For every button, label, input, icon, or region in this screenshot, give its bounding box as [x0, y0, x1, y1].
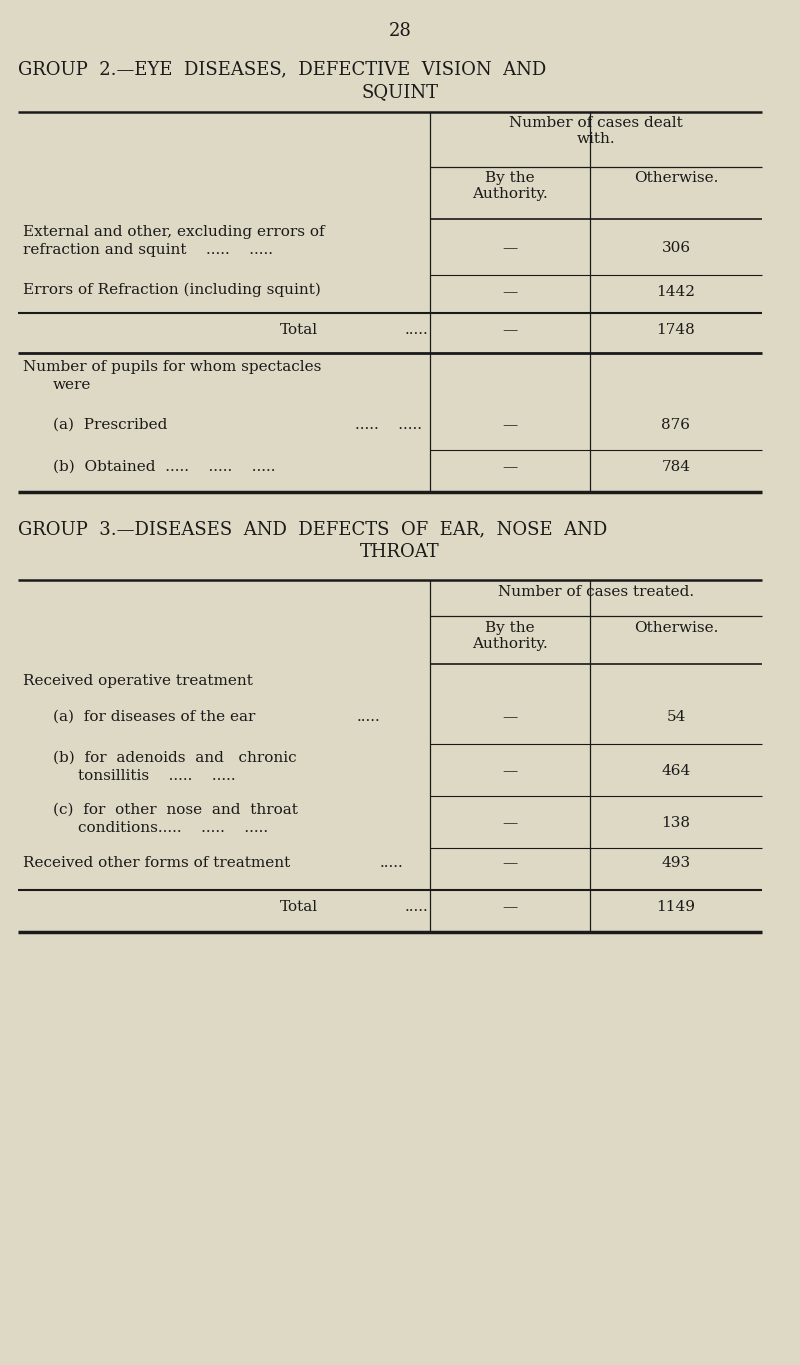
Text: 784: 784: [662, 460, 690, 474]
Text: —: —: [502, 900, 518, 915]
Text: External and other, excluding errors of: External and other, excluding errors of: [23, 225, 325, 239]
Text: —: —: [502, 816, 518, 830]
Text: 54: 54: [666, 710, 686, 723]
Text: —: —: [502, 285, 518, 299]
Text: By the
Authority.: By the Authority.: [472, 621, 548, 651]
Text: THROAT: THROAT: [360, 543, 440, 561]
Text: By the
Authority.: By the Authority.: [472, 171, 548, 201]
Text: (a)  for diseases of the ear: (a) for diseases of the ear: [53, 710, 255, 723]
Text: 1442: 1442: [657, 285, 695, 299]
Text: .....: .....: [380, 856, 404, 870]
Text: —: —: [502, 242, 518, 255]
Text: conditions.....    .....    .....: conditions..... ..... .....: [78, 820, 268, 835]
Text: —: —: [502, 764, 518, 778]
Text: Otherwise.: Otherwise.: [634, 621, 718, 635]
Text: Otherwise.: Otherwise.: [634, 171, 718, 186]
Text: refraction and squint    .....    .....: refraction and squint ..... .....: [23, 243, 273, 257]
Text: were: were: [53, 378, 91, 392]
Text: Total: Total: [280, 900, 318, 915]
Text: (b)  for  adenoids  and   chronic: (b) for adenoids and chronic: [53, 751, 297, 764]
Text: Received other forms of treatment: Received other forms of treatment: [23, 856, 290, 870]
Text: 138: 138: [662, 816, 690, 830]
Text: .....    .....: ..... .....: [355, 418, 422, 431]
Text: GROUP  3.—DISEASES  AND  DEFECTS  OF  EAR,  NOSE  AND: GROUP 3.—DISEASES AND DEFECTS OF EAR, NO…: [18, 520, 607, 538]
Text: .....: .....: [405, 324, 429, 337]
Text: 1149: 1149: [657, 900, 695, 915]
Text: (b)  Obtained  .....    .....    .....: (b) Obtained ..... ..... .....: [53, 460, 275, 474]
Text: 306: 306: [662, 242, 690, 255]
Text: Number of cases dealt
with.: Number of cases dealt with.: [509, 116, 683, 146]
Text: SQUINT: SQUINT: [362, 83, 438, 101]
Text: —: —: [502, 324, 518, 337]
Text: .....: .....: [357, 710, 381, 723]
Text: 1748: 1748: [657, 324, 695, 337]
Text: —: —: [502, 710, 518, 723]
Text: 876: 876: [662, 418, 690, 431]
Text: —: —: [502, 460, 518, 474]
Text: (c)  for  other  nose  and  throat: (c) for other nose and throat: [53, 803, 298, 818]
Text: Received operative treatment: Received operative treatment: [23, 674, 253, 688]
Text: .....: .....: [405, 900, 429, 915]
Text: (a)  Prescribed: (a) Prescribed: [53, 418, 167, 431]
Text: —: —: [502, 418, 518, 431]
Text: GROUP  2.—EYE  DISEASES,  DEFECTIVE  VISION  AND: GROUP 2.—EYE DISEASES, DEFECTIVE VISION …: [18, 60, 546, 78]
Text: Errors of Refraction (including squint): Errors of Refraction (including squint): [23, 283, 321, 298]
Text: 464: 464: [662, 764, 690, 778]
Text: tonsillitis    .....    .....: tonsillitis ..... .....: [78, 768, 236, 784]
Text: Number of pupils for whom spectacles: Number of pupils for whom spectacles: [23, 360, 322, 374]
Text: —: —: [502, 856, 518, 870]
Text: 493: 493: [662, 856, 690, 870]
Text: Number of cases treated.: Number of cases treated.: [498, 586, 694, 599]
Text: Total: Total: [280, 324, 318, 337]
Text: 28: 28: [389, 22, 411, 40]
